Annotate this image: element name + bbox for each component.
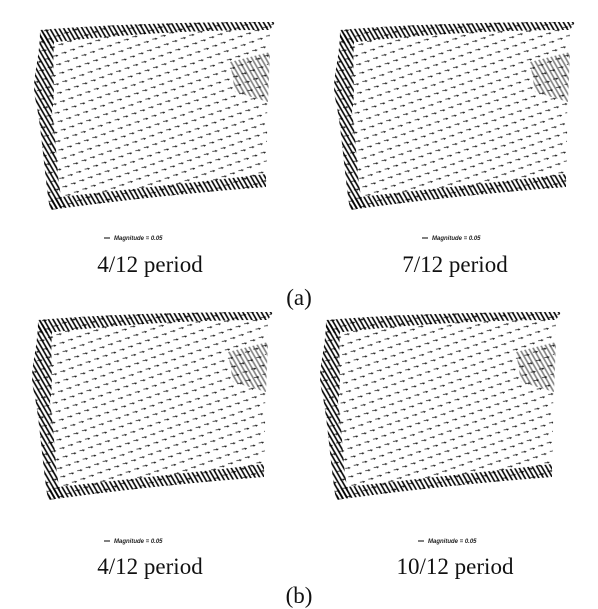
magnitude-label: Magnitude = 0.05 (114, 539, 163, 545)
figure: Magnitude = 0.05 4/12 period Magnitude =… (0, 0, 598, 609)
panel (34, 22, 275, 210)
panel (334, 22, 575, 210)
magnitude-label: Magnitude = 0.05 (428, 539, 477, 545)
panel (320, 312, 561, 500)
caption: 7/12 period (402, 252, 508, 277)
caption: 4/12 period (97, 252, 203, 277)
caption: 4/12 period (97, 554, 203, 579)
caption: 10/12 period (397, 554, 514, 579)
group-label: (b) (286, 583, 313, 608)
panel (32, 312, 273, 500)
group-label: (a) (286, 285, 312, 310)
magnitude-label: Magnitude = 0.05 (432, 236, 481, 242)
magnitude-label: Magnitude = 0.05 (114, 236, 163, 242)
